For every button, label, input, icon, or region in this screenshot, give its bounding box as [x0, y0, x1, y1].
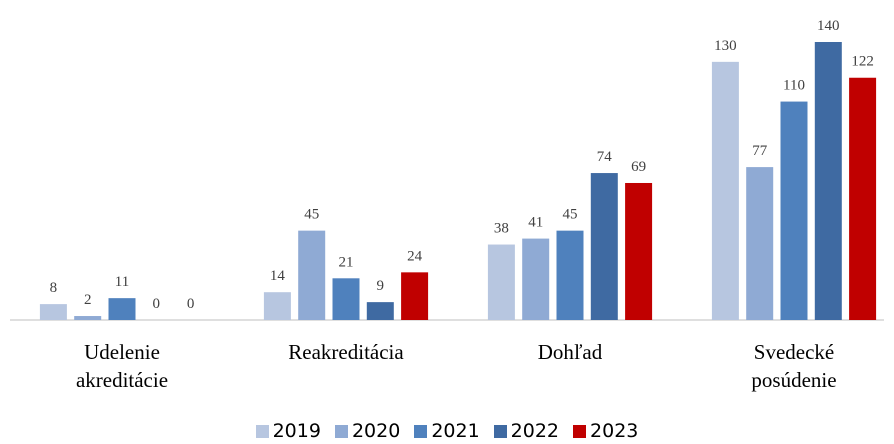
bar	[780, 101, 808, 320]
x-tick-label: Reakreditácia	[288, 340, 404, 364]
legend-item: 2021	[414, 420, 480, 442]
data-label: 41	[528, 215, 543, 231]
bar	[74, 316, 102, 320]
bar	[487, 244, 515, 320]
data-label: 45	[304, 207, 319, 223]
data-label: 2	[84, 292, 92, 308]
data-label: 0	[153, 296, 161, 312]
legend-label: 2022	[510, 420, 560, 442]
bar	[746, 167, 774, 320]
data-label: 9	[377, 278, 385, 294]
legend-item: 2019	[255, 420, 321, 442]
data-label: 21	[339, 254, 354, 270]
legend-label: 2021	[431, 420, 480, 442]
bar	[366, 302, 394, 320]
data-label: 0	[187, 296, 195, 312]
data-label: 14	[270, 268, 286, 284]
legend-swatch	[414, 424, 428, 438]
bar	[556, 230, 584, 320]
bar	[401, 272, 429, 320]
legend-label: 2023	[590, 420, 639, 442]
bar	[711, 61, 739, 320]
data-label: 140	[817, 18, 840, 34]
bar	[332, 278, 360, 320]
legend-item: 2023	[573, 420, 638, 442]
data-label: 8	[50, 280, 58, 296]
data-label: 38	[494, 221, 509, 237]
x-tick-label: Udelenie akreditácie	[75, 340, 169, 392]
legend-swatch	[255, 424, 269, 438]
data-label: 74	[597, 149, 613, 165]
legend-item: 2022	[493, 420, 560, 442]
bar	[298, 230, 326, 320]
bar	[625, 182, 653, 320]
legend-label: 2019	[272, 420, 321, 442]
data-label: 130	[714, 38, 737, 54]
bar	[108, 298, 136, 320]
bar	[263, 292, 291, 320]
x-tick-label: Svedecké posúdenie	[751, 340, 837, 392]
data-label: 11	[115, 274, 129, 290]
legend-label: 2020	[351, 420, 401, 442]
data-label: 45	[563, 207, 578, 223]
data-label: 69	[631, 159, 646, 175]
data-label: 77	[752, 143, 768, 159]
legend: 2019 2020 2021 2022 2023	[0, 420, 894, 442]
bar	[814, 42, 842, 320]
legend-swatch	[573, 424, 587, 438]
legend-swatch	[334, 424, 348, 438]
x-tick-label: Dohľad	[537, 340, 603, 364]
data-label: 24	[407, 248, 423, 264]
bar	[849, 77, 877, 320]
data-label: 122	[851, 54, 874, 70]
bar	[590, 173, 618, 320]
data-label: 110	[783, 78, 805, 94]
bar	[522, 238, 550, 320]
legend-swatch	[493, 424, 507, 438]
legend-item: 2020	[334, 420, 401, 442]
bar	[39, 304, 67, 320]
